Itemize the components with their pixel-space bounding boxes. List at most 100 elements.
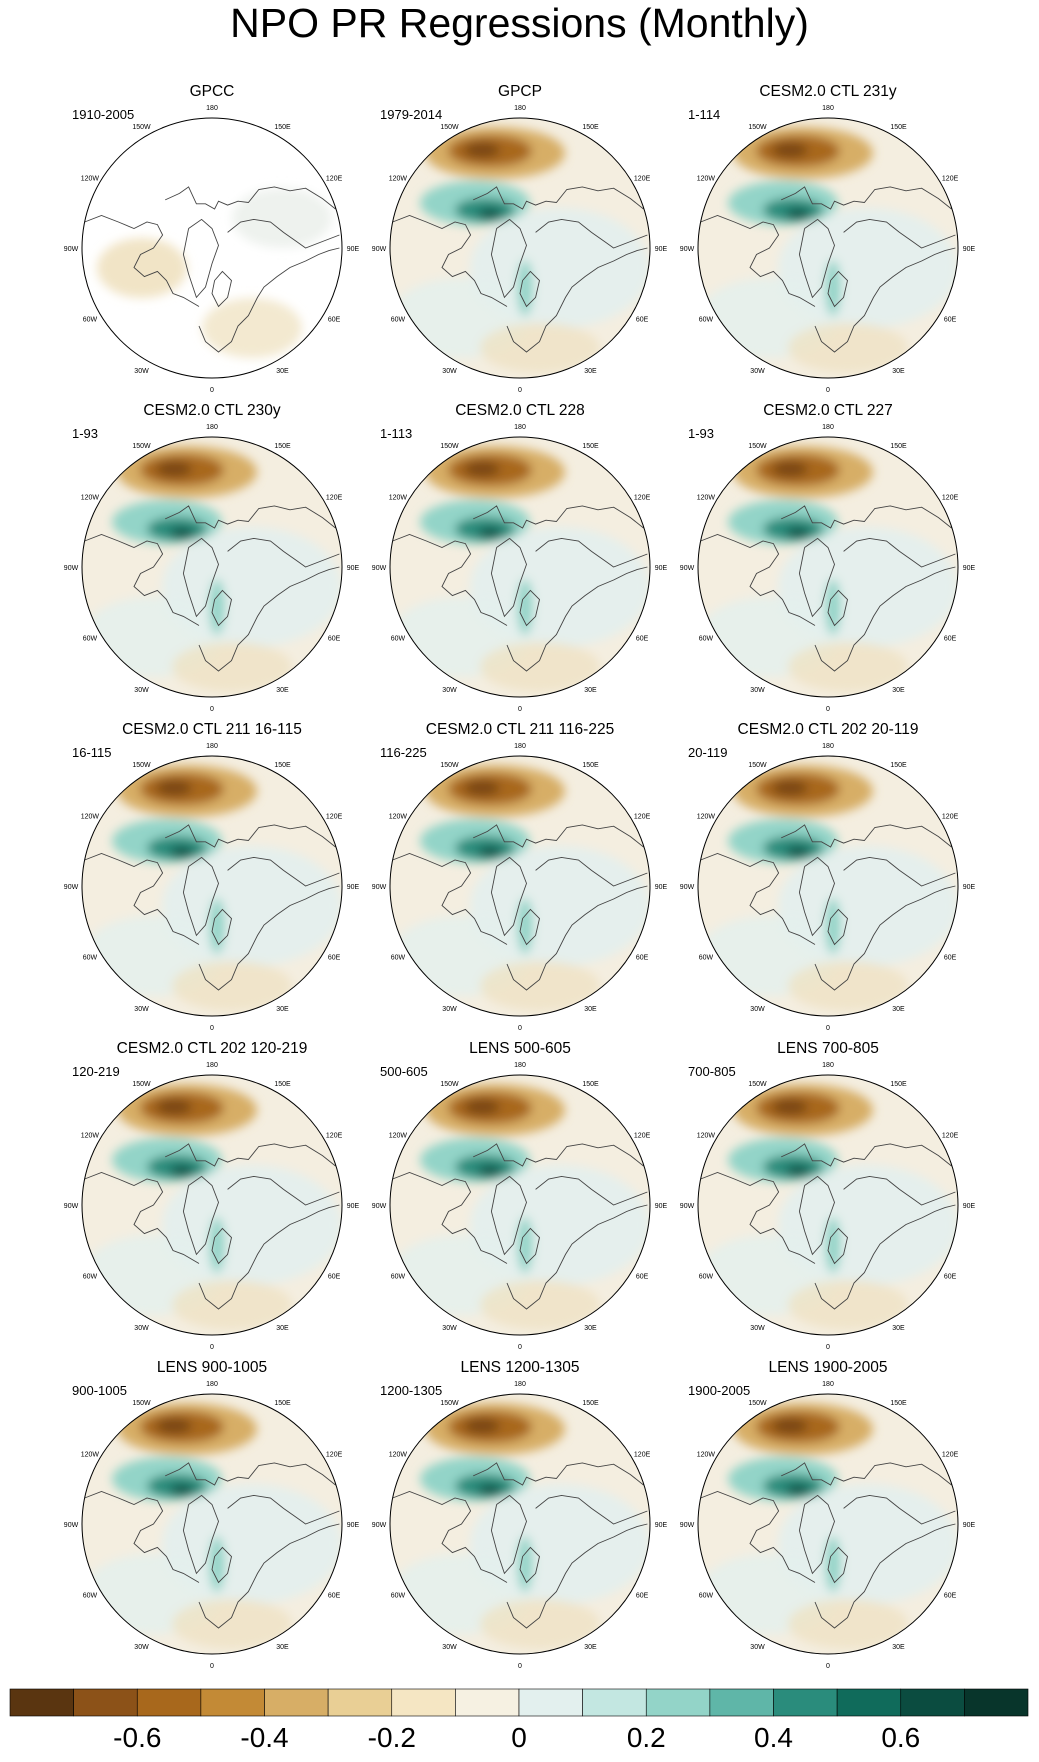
colorbar-bin	[455, 1688, 520, 1717]
panel-period: 700-805	[688, 1064, 736, 1079]
longitude-label: 60E	[636, 1274, 649, 1281]
longitude-label: 120W	[389, 1133, 408, 1140]
map-panel: LENS 500-605 500-605 180 150E 120E 90E 60E 30E 0…	[360, 1040, 680, 1370]
positive-anomaly	[170, 1166, 194, 1176]
longitude-label: 120E	[326, 1133, 343, 1140]
longitude-label: 90W	[372, 1522, 387, 1529]
coastline	[392, 1491, 508, 1583]
longitude-label: 60W	[699, 317, 714, 324]
map-panel: CESM2.0 CTL 202 20-119 20-119 180 150E 120E 9…	[668, 721, 988, 1051]
longitude-label: 120E	[634, 1133, 651, 1140]
coastline	[473, 1143, 644, 1167]
longitude-label: 150E	[582, 762, 599, 769]
map-border	[697, 755, 959, 1017]
longitude-label: 60W	[699, 1274, 714, 1281]
map-border	[697, 1393, 959, 1655]
coastline	[198, 1523, 340, 1629]
coastline	[506, 247, 648, 353]
longitude-label: 30W	[442, 368, 457, 375]
coastline	[227, 537, 340, 568]
longitude-label: 0	[518, 1663, 522, 1670]
coastline	[519, 589, 540, 627]
positive-anomaly	[517, 260, 533, 316]
coastline	[700, 853, 816, 945]
coastline	[519, 1546, 540, 1584]
longitude-label: 180	[514, 743, 526, 750]
colorbar-bin	[964, 1688, 1029, 1717]
coastline	[814, 247, 956, 353]
coastline	[392, 853, 508, 945]
negative-anomaly	[464, 1418, 500, 1434]
longitude-label: 120E	[326, 176, 343, 183]
coastline	[798, 1175, 835, 1256]
longitude-label: 120E	[634, 495, 651, 502]
map-border	[389, 1393, 651, 1655]
colorbar-bin	[582, 1688, 647, 1717]
longitude-label: 150W	[132, 124, 151, 131]
panel-period: 1-113	[380, 426, 413, 441]
longitude-label: 120E	[326, 814, 343, 821]
longitude-label: 90E	[655, 1203, 668, 1210]
longitude-label: 180	[206, 105, 218, 112]
negative-anomaly	[464, 780, 500, 796]
colorbar-bin	[900, 1688, 965, 1717]
coastline	[798, 537, 835, 618]
map-panel: CESM2.0 CTL 227 1-93 180 150E 120E 90E 60E 30E 0…	[668, 402, 988, 732]
longitude-label: 120W	[697, 1133, 716, 1140]
positive-anomaly	[786, 209, 810, 219]
longitude-label: 150W	[748, 762, 767, 769]
colorbar-tick-label: 0.6	[881, 1722, 921, 1753]
coastline	[84, 215, 200, 307]
longitude-label: 90W	[64, 565, 79, 572]
coastline	[490, 218, 527, 299]
longitude-label: 150E	[890, 1081, 907, 1088]
map-border	[389, 436, 651, 698]
longitude-label: 30W	[442, 1644, 457, 1651]
longitude-label: 60W	[391, 1274, 406, 1281]
colorbar-tick-label: 0.4	[754, 1722, 793, 1753]
coastline	[84, 534, 200, 626]
colorbar-bin	[645, 1688, 711, 1717]
map-panel: CESM2.0 CTL 230y 1-93 180 150E 120E 90E 60E 30E…	[52, 402, 372, 732]
positive-anomaly	[517, 1536, 533, 1592]
coastline	[84, 1172, 200, 1264]
longitude-label: 30W	[134, 1644, 149, 1651]
map-border	[389, 1074, 651, 1336]
negative-anomaly	[772, 142, 808, 158]
coastline	[843, 218, 956, 249]
coastline	[198, 566, 340, 672]
coastline	[827, 908, 848, 946]
map-border	[697, 436, 959, 698]
positive-anomaly	[517, 898, 533, 954]
map-border	[389, 755, 651, 1017]
polar-map: 180 150E 120E 90E 60E 30E 0 30W 60W 90W 120W 150W	[372, 424, 668, 713]
coastline	[519, 908, 540, 946]
positive-anomaly	[517, 1217, 533, 1273]
longitude-label: 30E	[276, 368, 289, 375]
coastline	[84, 1491, 200, 1583]
longitude-label: 150W	[440, 1081, 459, 1088]
longitude-label: 60W	[699, 1593, 714, 1600]
colorbar-bin	[200, 1688, 265, 1717]
coastline	[165, 186, 336, 210]
polar-map: 180 150E 120E 90E 60E 30E 0 30W 60W 90W 120W 150W	[64, 105, 360, 394]
polar-map: 180 150E 120E 90E 60E 30E 0 30W 60W 90W 120W 150W	[680, 743, 976, 1032]
coastline	[535, 856, 648, 887]
longitude-label: 60E	[636, 1593, 649, 1600]
negative-anomaly	[156, 461, 192, 477]
coastline	[392, 215, 508, 307]
longitude-label: 90E	[347, 1522, 360, 1529]
longitude-label: 120W	[81, 814, 100, 821]
longitude-label: 90E	[655, 1522, 668, 1529]
colorbar-tick-label: 0.2	[626, 1722, 666, 1753]
longitude-label: 0	[518, 1344, 522, 1351]
coastline	[827, 1546, 848, 1584]
longitude-label: 150W	[440, 443, 459, 450]
longitude-label: 150E	[890, 762, 907, 769]
map-panel: CESM2.0 CTL 211 16-115 16-115 180 150E 120E 9…	[52, 721, 372, 1051]
colorbar-bin	[836, 1688, 902, 1717]
colorbar-tick-label: -0.4	[240, 1722, 289, 1753]
map-border	[81, 436, 343, 698]
map-panel: GPCP 1979-2014 180 150E 120E 90E 60E 30E 0 30W 60W…	[360, 83, 680, 413]
longitude-label: 90E	[963, 884, 976, 891]
